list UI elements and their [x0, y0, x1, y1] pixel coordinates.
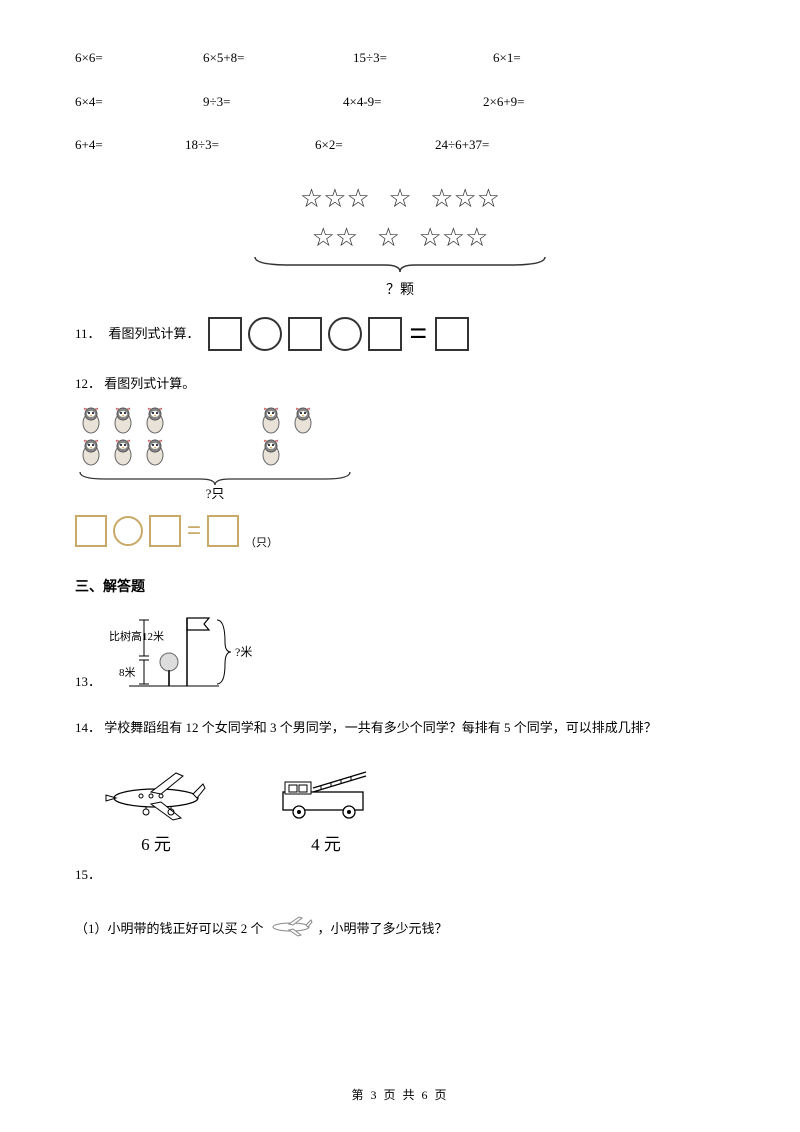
equation-row-2: 6×4= 9÷3= 4×4-9= 2×6+9=: [75, 92, 725, 112]
penguin-icon: [79, 406, 103, 434]
svg-text:比树高12米: 比树高12米: [109, 629, 164, 643]
q11-number: 11．: [75, 324, 101, 344]
star-row-2: ☆☆ ☆ ☆☆☆: [250, 218, 550, 257]
equals-sign: =: [187, 513, 201, 549]
q14-text: 学校舞蹈组有 12 个女同学和 3 个男同学，一共有多少个同学？每排有 5 个同…: [104, 720, 657, 735]
answer-equation-shapes: = （只）: [75, 513, 725, 549]
eq: 15÷3=: [353, 48, 493, 68]
square-icon: [288, 317, 322, 351]
star-group: ☆☆☆: [300, 179, 370, 218]
star-group: ☆: [377, 218, 400, 257]
page-footer: 第 3 页 共 6 页: [0, 1086, 800, 1104]
star-group: ☆: [388, 179, 411, 218]
penguin-icon: [143, 438, 167, 466]
star-group: ☆☆☆: [419, 218, 489, 257]
eq: 6×2=: [315, 135, 435, 155]
eq: 6+4=: [75, 135, 185, 155]
eq: 4×4-9=: [343, 92, 483, 112]
q15-1-suffix: ，小明带了多少元钱？: [318, 919, 448, 939]
brace-icon: [250, 255, 550, 273]
penguin-diagram: ?只: [75, 404, 725, 504]
penguin-row: [75, 436, 365, 468]
eq: 24÷6+37=: [435, 135, 489, 155]
toys-diagram: 6 元 4 元: [101, 768, 725, 857]
flag-tree-diagram: 比树高12米 8米 ?米: [109, 612, 279, 696]
svg-text:8米: 8米: [119, 666, 136, 679]
square-icon: [75, 515, 107, 547]
q12-text: 看图列式计算。: [104, 376, 195, 391]
eq: 6×6=: [75, 48, 203, 68]
q14-number: 14．: [75, 720, 101, 735]
question-12: 12． 看图列式计算。: [75, 374, 725, 394]
penguin-icon: [143, 406, 167, 434]
penguin-icon: [79, 438, 103, 466]
eq: 6×5+8=: [203, 48, 353, 68]
star-count-label: ？颗: [250, 280, 550, 301]
q11-text: 看图列式计算．: [109, 324, 200, 344]
eq: 6×4=: [75, 92, 203, 112]
equation-shapes: =: [208, 311, 470, 356]
equation-row-3: 6+4= 18÷3= 6×2= 24÷6+37=: [75, 135, 725, 155]
section-3-heading: 三、解答题: [75, 577, 725, 598]
square-icon: [435, 317, 469, 351]
penguin-icon: [259, 406, 283, 434]
penguin-icon: [111, 406, 135, 434]
unit-label: （只）: [245, 535, 278, 552]
plane-icon: [268, 915, 314, 943]
equation-row-1: 6×6= 6×5+8= 15÷3= 6×1=: [75, 48, 725, 68]
square-icon: [368, 317, 402, 351]
toy-plane: 6 元: [101, 768, 211, 857]
circle-icon: [113, 516, 143, 546]
equals-sign: =: [408, 311, 430, 356]
square-icon: [208, 317, 242, 351]
square-icon: [149, 515, 181, 547]
question-14: 14． 学校舞蹈组有 12 个女同学和 3 个男同学，一共有多少个同学？每排有 …: [75, 716, 725, 741]
eq: 18÷3=: [185, 135, 315, 155]
question-11: 11． 看图列式计算． =: [75, 311, 725, 356]
penguin-right-group: [255, 404, 319, 468]
eq: 6×1=: [493, 48, 521, 68]
star-diagram: ☆☆☆ ☆ ☆☆☆ ☆☆ ☆ ☆☆☆ ？颗: [75, 179, 725, 302]
q15-1-prefix: （1）小明带的钱正好可以买 2 个: [75, 919, 264, 939]
star-row-1: ☆☆☆ ☆ ☆☆☆: [250, 179, 550, 218]
penguin-count-label: ?只: [75, 484, 355, 504]
toy-truck: 4 元: [271, 768, 381, 857]
circle-icon: [248, 317, 282, 351]
star-group: ☆☆☆: [430, 179, 500, 218]
svg-text:?米: ?米: [235, 645, 252, 659]
q12-number: 12．: [75, 376, 101, 391]
circle-icon: [328, 317, 362, 351]
star-group: ☆☆: [312, 218, 359, 257]
plane-price: 6 元: [101, 832, 211, 858]
penguin-row: [75, 404, 365, 436]
question-15-1: （1）小明带的钱正好可以买 2 个 ，小明带了多少元钱？: [75, 915, 725, 943]
penguin-icon: [111, 438, 135, 466]
penguin-icon: [291, 406, 315, 434]
square-icon: [207, 515, 239, 547]
penguin-icon: [259, 438, 283, 466]
firetruck-icon: [271, 768, 381, 822]
q15-number: 15．: [75, 865, 725, 885]
plane-icon: [101, 768, 211, 822]
q13-number: 13．: [75, 672, 101, 696]
truck-price: 4 元: [271, 832, 381, 858]
eq: 9÷3=: [203, 92, 343, 112]
eq: 2×6+9=: [483, 92, 525, 112]
question-13: 13． 比树高12米 8米 ?米: [75, 612, 725, 696]
